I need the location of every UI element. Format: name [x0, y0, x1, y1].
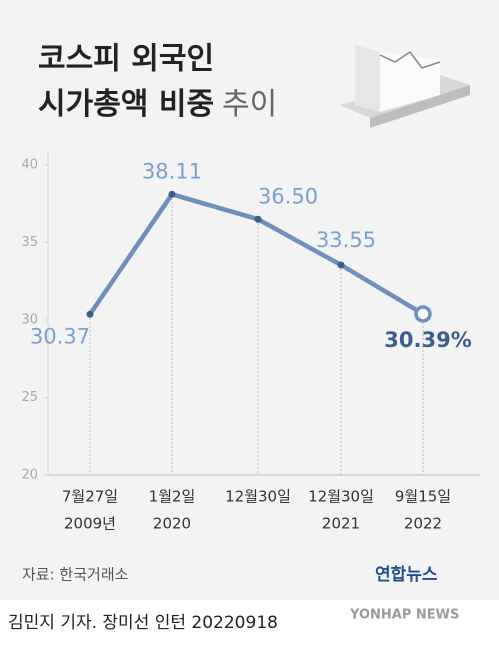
x-tick-label: 7월27일: [62, 488, 118, 506]
x-tick-label: 2022: [404, 515, 442, 533]
value-label: 33.55: [316, 228, 376, 252]
point: [254, 215, 262, 223]
y-tick-label: 25: [21, 390, 38, 405]
x-tick-label: 9월15일: [395, 488, 451, 506]
y-tick-label: 40: [21, 158, 38, 173]
source: 자료: 한국거래소: [22, 566, 129, 584]
y-tick-label: 20: [21, 468, 38, 483]
logo: 연합뉴스: [375, 564, 438, 585]
footer-bg: [0, 600, 499, 646]
point: [337, 261, 345, 269]
decor-icon: [340, 45, 470, 128]
x-tick-label: 12월30일: [308, 488, 374, 506]
x-tick-label: 2020: [153, 515, 191, 533]
x-tick-label: 2021: [322, 515, 360, 533]
x-tick-label: 12월30일: [225, 488, 291, 506]
logo-english: YONHAP NEWS: [349, 608, 459, 623]
title-bold: 시가총액 비중: [38, 87, 214, 122]
y-tick-label: 30: [21, 313, 38, 328]
title-light: 추이: [222, 87, 277, 122]
credit: 김민지 기자. 장미선 인턴 20220918: [8, 613, 278, 633]
value-label: 38.11: [142, 159, 202, 183]
value-label: 30.39%: [384, 328, 471, 352]
y-tick-label: 35: [21, 235, 38, 250]
point: [414, 305, 432, 323]
title-line2: 시가총액 비중 추이: [38, 87, 277, 122]
value-label: 36.50: [258, 184, 318, 208]
point: [86, 310, 94, 318]
point: [168, 190, 176, 198]
value-label: 30.37: [30, 324, 90, 348]
x-tick-label: 2009년: [64, 515, 116, 533]
x-tick-label: 1월2일: [149, 488, 196, 506]
title-line1: 코스피 외국인: [38, 42, 214, 77]
